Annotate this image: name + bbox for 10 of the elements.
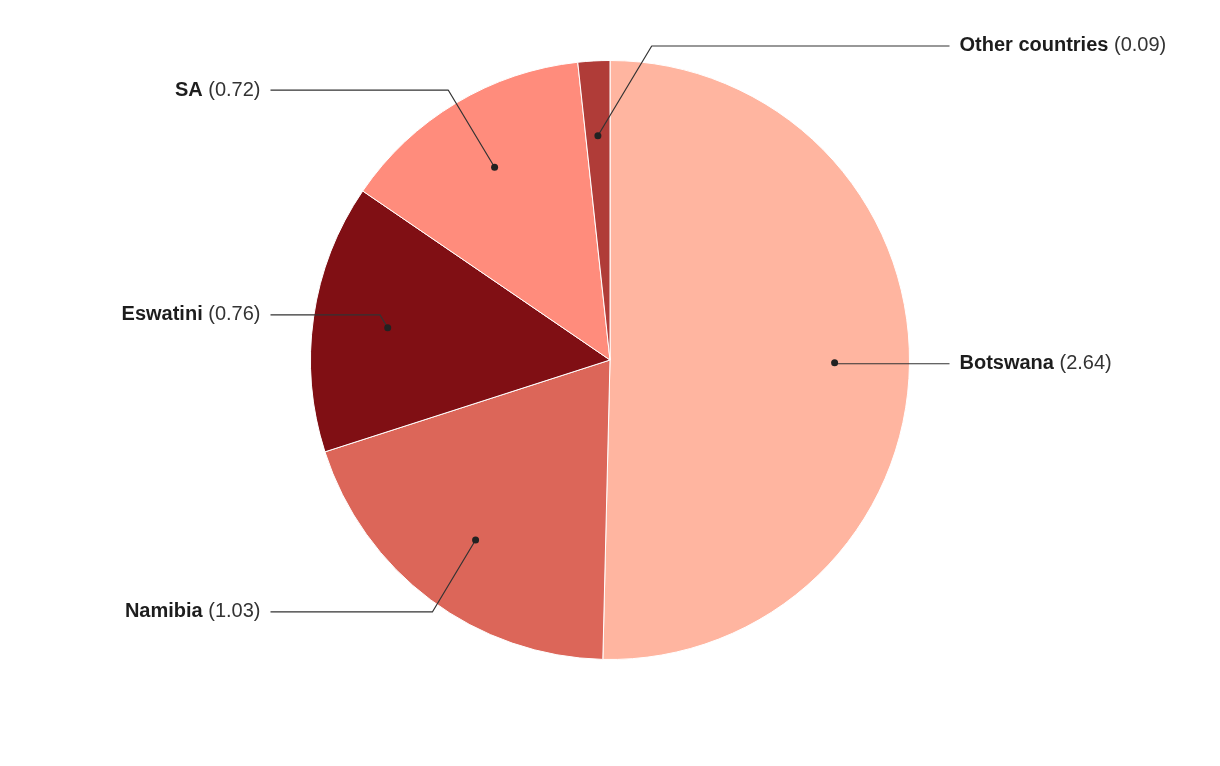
data-label: (1.03) — [202, 599, 261, 622]
slice-label: Namibia — [124, 599, 204, 622]
data-label: (0.72) — [202, 77, 261, 100]
slice-label: SA — [174, 77, 203, 100]
data-label: (2.64) — [1053, 351, 1112, 374]
slice-label: Other countries — [959, 33, 1109, 56]
slice-label: Botswana — [959, 351, 1055, 374]
data-label: (0.09) — [1108, 33, 1167, 56]
data-label: (0.76) — [202, 302, 261, 325]
slice-label: Eswatini — [121, 302, 203, 325]
